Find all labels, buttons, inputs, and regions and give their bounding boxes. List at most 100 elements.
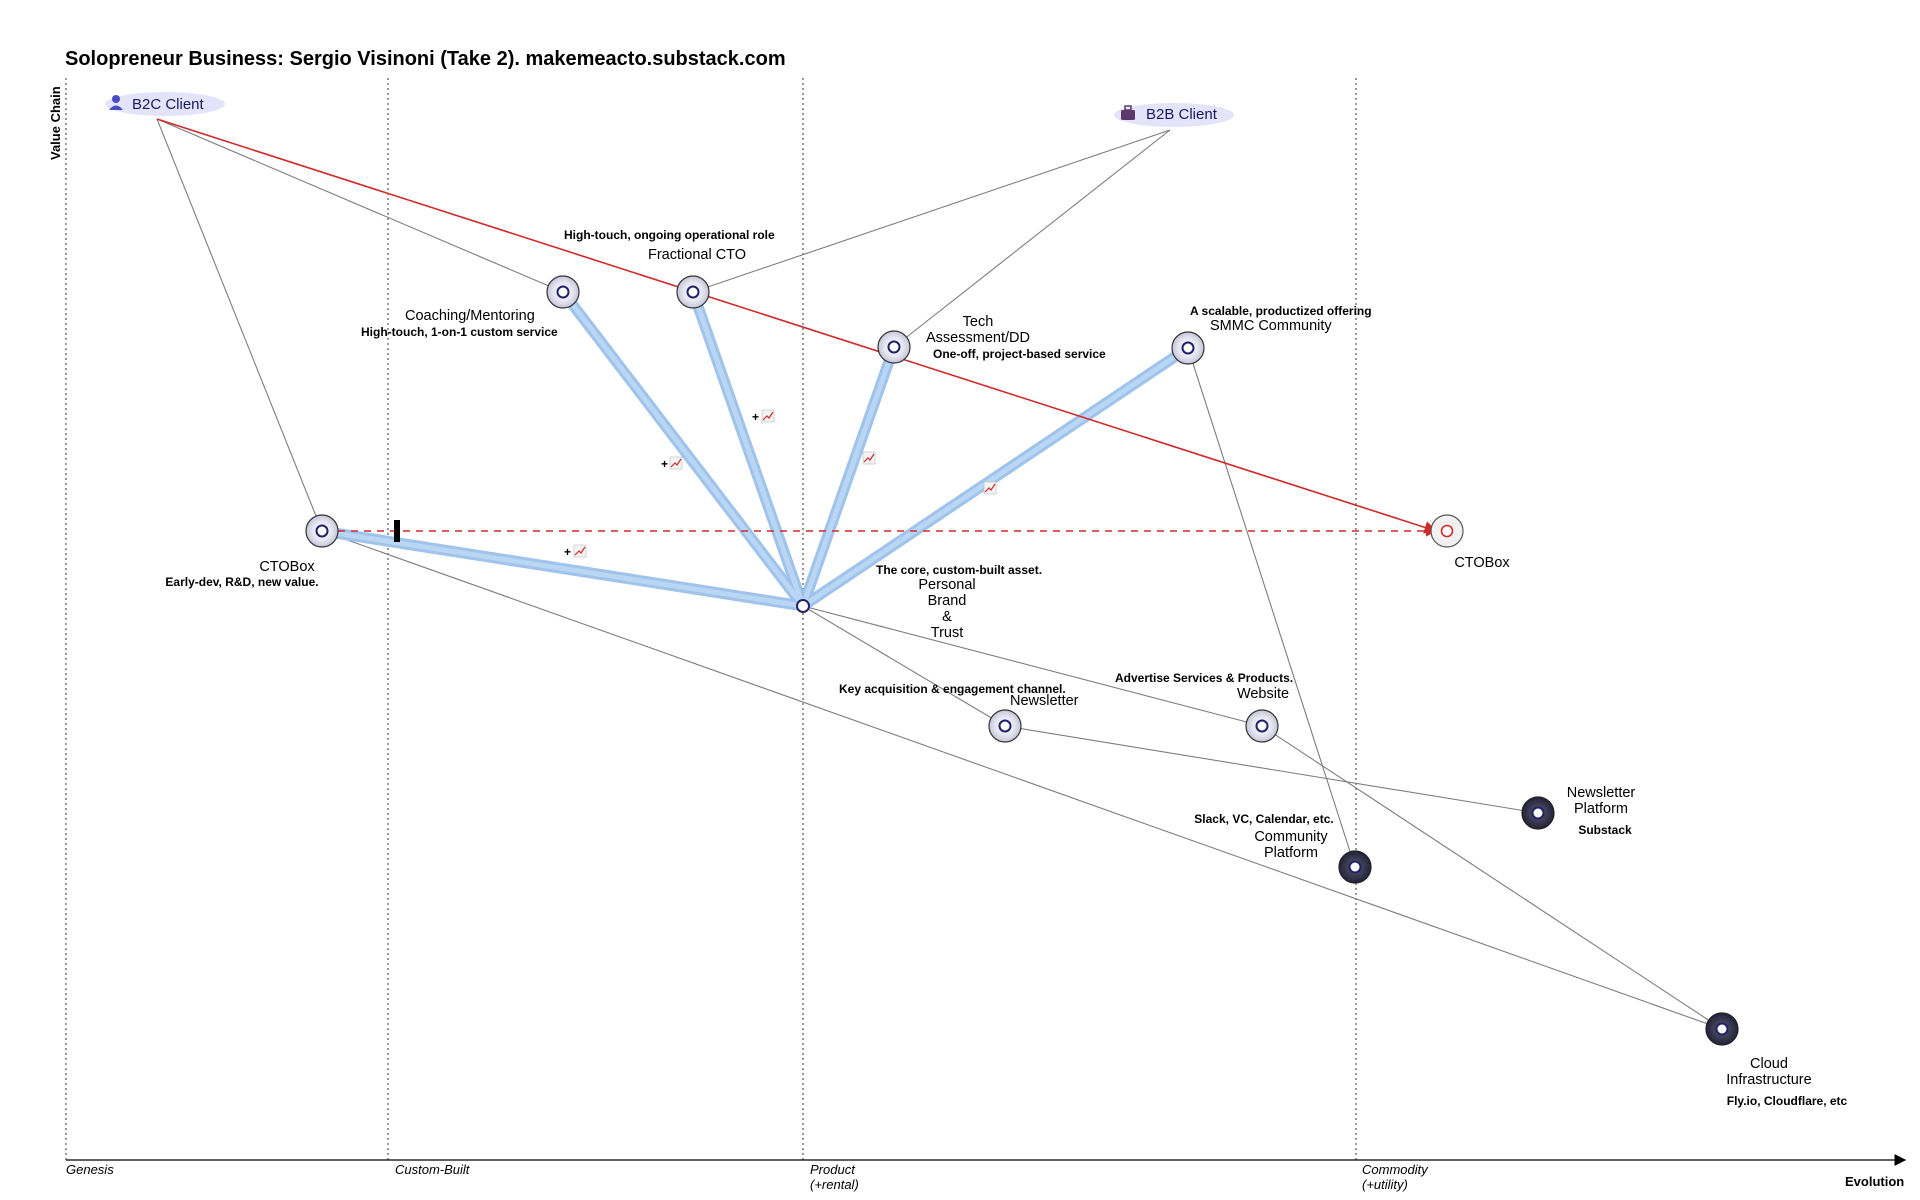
pipeline-smmc-core xyxy=(800,345,1191,609)
component-node-core xyxy=(315,524,329,538)
dep-b2c-coaching xyxy=(156,118,564,293)
component-personal-brand[interactable]: The core, custom-built asset. Personal B… xyxy=(796,563,1042,641)
chart-icon-line xyxy=(670,458,682,468)
component-note: Early-dev, R&D, new value. xyxy=(165,575,318,589)
component-label-line-2: Assessment/DD xyxy=(926,330,1030,346)
pipeline-marker-ctobox: + xyxy=(564,544,587,559)
component-newsletter-platform[interactable]: Newsletter Platform Substack xyxy=(1521,785,1636,837)
x-axis-label: Evolution xyxy=(1845,1174,1904,1189)
chart-icon xyxy=(862,451,876,465)
component-tech-assessment[interactable]: Tech Assessment/DD One-off, project-base… xyxy=(877,314,1106,364)
component-label-line-3: & xyxy=(942,609,952,625)
dep-b2c-ctobox xyxy=(156,118,323,532)
y-axis-label: Value Chain xyxy=(48,86,63,160)
stage-label-custom: Custom-Built xyxy=(395,1162,471,1177)
component-node-core xyxy=(1255,719,1269,733)
component-label-line-1: Community xyxy=(1254,829,1328,845)
component-website[interactable]: Advertise Services & Products. Website xyxy=(1115,671,1293,743)
component-ctobox[interactable]: CTOBox Early-dev, R&D, new value. xyxy=(165,514,339,589)
dep-smmc-community-platform xyxy=(1187,347,1356,868)
user-b2c[interactable]: B2C Client xyxy=(105,92,225,116)
component-label-line-2: Platform xyxy=(1574,801,1628,817)
component-note: Advertise Services & Products. xyxy=(1115,671,1293,685)
pipeline-marker-smmc xyxy=(983,481,997,495)
component-label-line-1: Tech xyxy=(963,314,994,330)
chart-icon xyxy=(983,481,997,495)
pipeline-marker-fractional: + xyxy=(752,409,775,424)
component-note: Slack, VC, Calendar, etc. xyxy=(1194,812,1333,826)
component-label-line-2: Infrastructure xyxy=(1726,1072,1811,1088)
pipeline-tech-core xyxy=(800,344,897,609)
dep-newsletter-platform xyxy=(1004,725,1539,814)
component-coaching[interactable]: Coaching/Mentoring High-touch, 1-on-1 cu… xyxy=(361,275,580,339)
pipeline-marker-tech xyxy=(862,451,876,465)
component-note: Substack xyxy=(1578,823,1632,837)
component-node-core xyxy=(1715,1022,1729,1036)
pipeline-fractional-core xyxy=(690,289,806,609)
component-smmc-community[interactable]: A scalable, productized offering SMMC Co… xyxy=(1171,304,1372,365)
component-node-core xyxy=(1181,341,1195,355)
component-note: High-touch, 1-on-1 custom service xyxy=(361,325,558,339)
dep-b2b-tech xyxy=(893,129,1171,348)
chart-icon-line xyxy=(762,411,774,421)
stage-label-commodity: Commodity xyxy=(1362,1162,1429,1177)
chart-icon xyxy=(573,544,587,558)
pipeline-markers: + + + xyxy=(564,409,997,559)
component-label: Fractional CTO xyxy=(648,247,746,263)
chart-icon xyxy=(669,456,683,470)
user-label-b2c: B2C Client xyxy=(132,96,205,113)
chart-icon-line xyxy=(863,453,875,463)
plus-sign: + xyxy=(661,457,668,471)
component-label-line-2: Platform xyxy=(1264,845,1318,861)
component-node-core xyxy=(998,719,1012,733)
component-label-line-1: Newsletter xyxy=(1567,785,1636,801)
user-b2b[interactable]: B2B Client xyxy=(1114,103,1234,127)
briefcase-icon xyxy=(1121,105,1135,120)
component-label: SMMC Community xyxy=(1210,318,1332,334)
plus-sign: + xyxy=(752,410,759,424)
user-label-b2b: B2B Client xyxy=(1146,106,1218,123)
plus-sign: + xyxy=(564,545,571,559)
component-ctobox-future[interactable]: CTOBox xyxy=(1430,514,1510,571)
stage-label-genesis: Genesis xyxy=(66,1162,114,1177)
component-note: Fly.io, Cloudflare, etc xyxy=(1727,1094,1848,1108)
component-label: Website xyxy=(1237,686,1289,702)
chart-icon-line xyxy=(574,546,586,556)
component-cloud-infrastructure[interactable]: Cloud Infrastructure Fly.io, Cloudflare,… xyxy=(1705,1012,1848,1108)
component-label-line-1: Cloud xyxy=(1750,1056,1788,1072)
component-node-core xyxy=(1348,860,1362,874)
component-community-platform[interactable]: Slack, VC, Calendar, etc. Community Plat… xyxy=(1194,812,1372,884)
dep-ctobox-cloud xyxy=(321,530,1723,1030)
pipeline-coaching-core xyxy=(560,289,806,609)
component-note: One-off, project-based service xyxy=(933,347,1106,361)
stage-label-product: Product xyxy=(810,1162,856,1177)
component-node-core xyxy=(1440,524,1454,538)
component-label: Coaching/Mentoring xyxy=(405,308,535,324)
chart-icon xyxy=(761,409,775,423)
map-title: Solopreneur Business: Sergio Visinoni (T… xyxy=(65,48,786,70)
inertia-marker xyxy=(394,520,400,542)
stage-sublabel-commodity: (+utility) xyxy=(1362,1177,1408,1192)
dep-b2b-fractional xyxy=(692,129,1171,293)
component-note: Key acquisition & engagement channel. xyxy=(839,682,1066,696)
component-label: CTOBox xyxy=(259,559,315,575)
pipeline-ctobox-core xyxy=(319,528,806,609)
component-node-core xyxy=(887,340,901,354)
pipeline-marker-coaching: + xyxy=(661,456,683,471)
component-newsletter[interactable]: Key acquisition & engagement channel. Ne… xyxy=(839,682,1079,743)
component-note: A scalable, productized offering xyxy=(1190,304,1372,318)
component-label-line-4: Trust xyxy=(931,625,964,641)
pipeline-lines xyxy=(316,286,1194,612)
dep-brand-newsletter xyxy=(802,605,1006,727)
component-fractional-cto[interactable]: High-touch, ongoing operational role Fra… xyxy=(564,228,775,309)
user-glow xyxy=(105,92,225,116)
component-node-core xyxy=(796,599,810,613)
component-note: The core, custom-built asset. xyxy=(876,563,1042,577)
component-node-core xyxy=(686,285,700,299)
component-label: CTOBox xyxy=(1454,555,1510,571)
evolution-arrow-b2c xyxy=(156,118,1438,534)
dependency-lines xyxy=(156,118,1723,1030)
dep-brand-website xyxy=(802,605,1263,727)
component-label-line-2: Brand xyxy=(928,593,967,609)
